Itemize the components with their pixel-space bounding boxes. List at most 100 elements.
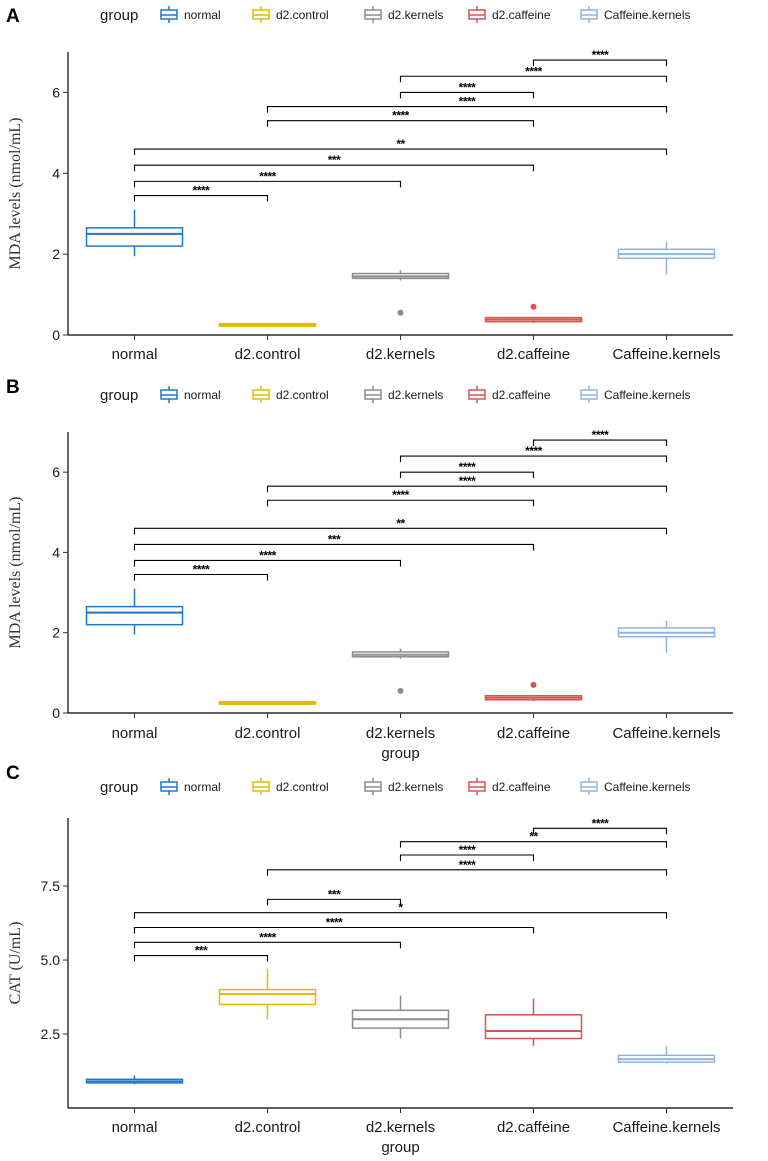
box-caffeine-kernels xyxy=(617,1045,716,1064)
x-tick-label: d2.kernels xyxy=(366,725,435,742)
x-tick-label: d2.control xyxy=(235,725,301,742)
y-tick-label: 4 xyxy=(52,544,60,560)
bracket-line xyxy=(133,543,535,551)
x-tick-label: d2.caffeine xyxy=(497,725,570,742)
legend-item-d2-control: d2.control xyxy=(252,386,329,403)
legend-label: Caffeine.kernels xyxy=(604,780,691,794)
bracket-line xyxy=(399,841,668,848)
bracket-line xyxy=(266,869,668,876)
significance-label: **** xyxy=(459,95,477,109)
significance-label: **** xyxy=(592,428,610,442)
bracket-line xyxy=(266,485,668,493)
significance-bracket: **** xyxy=(133,548,402,567)
bracket-line xyxy=(133,941,402,949)
bracket-line xyxy=(133,926,535,934)
significance-label: *** xyxy=(328,153,341,167)
bracket-line xyxy=(133,559,402,567)
significance-bracket: * xyxy=(133,901,668,919)
significance-bracket: **** xyxy=(133,184,269,202)
outlier-point xyxy=(397,309,404,316)
bracket-line xyxy=(399,75,668,83)
legend-item-d2-control: d2.control xyxy=(252,6,329,23)
significance-bracket: **** xyxy=(266,488,535,507)
legend-label: d2.control xyxy=(276,388,329,402)
legend-item-d2-kernels: d2.kernels xyxy=(364,778,443,795)
box-normal xyxy=(85,1075,184,1085)
panel-letter: B xyxy=(6,377,20,398)
legend-item-d2-kernels: d2.kernels xyxy=(364,6,443,23)
y-tick-label: 5.0 xyxy=(41,952,61,968)
significance-bracket: **** xyxy=(399,80,535,99)
significance-bracket: **** xyxy=(532,816,668,835)
bracket-line xyxy=(133,148,668,156)
significance-label: **** xyxy=(592,816,610,830)
legend-label: d2.caffeine xyxy=(492,780,551,794)
significance-label: ** xyxy=(396,516,405,530)
x-tick-label: d2.kernels xyxy=(366,1119,435,1136)
significance-bracket: *** xyxy=(133,532,535,551)
legend-label: d2.kernels xyxy=(388,780,443,794)
box-d2-control xyxy=(218,968,317,1020)
box-caffeine-kernels xyxy=(617,242,716,275)
significance-label: *** xyxy=(328,532,341,546)
legend-label: normal xyxy=(184,780,221,794)
x-tick-label: Caffeine.kernels xyxy=(612,725,720,742)
legend-item-d2-kernels: d2.kernels xyxy=(364,386,443,403)
legend-title: group xyxy=(100,7,138,24)
y-tick-label: 2.5 xyxy=(41,1026,61,1042)
significance-label: **** xyxy=(525,64,543,78)
legend-title: group xyxy=(100,779,138,796)
significance-bracket: ** xyxy=(399,830,668,848)
box-normal xyxy=(85,209,184,257)
bracket-line xyxy=(133,164,535,172)
box-body xyxy=(85,605,184,626)
box-d2-caffeine xyxy=(484,998,583,1046)
x-axis-title: group xyxy=(381,745,419,762)
legend-label: d2.control xyxy=(276,780,329,794)
y-tick-label: 6 xyxy=(52,464,60,480)
significance-label: * xyxy=(398,901,403,915)
bracket-line xyxy=(266,898,402,906)
bracket-line xyxy=(266,106,668,113)
legend-item-d2-caffeine: d2.caffeine xyxy=(468,6,551,23)
significance-bracket: **** xyxy=(399,444,668,463)
x-tick-label: d2.caffeine xyxy=(497,1119,570,1136)
x-axis-title: group xyxy=(381,1139,419,1156)
box-body xyxy=(85,227,184,247)
legend-item-normal: normal xyxy=(160,386,221,403)
outlier-point xyxy=(397,687,404,694)
significance-bracket: **** xyxy=(399,843,535,861)
y-tick-label: 2 xyxy=(52,246,60,262)
significance-label: **** xyxy=(459,843,477,857)
significance-bracket: **** xyxy=(532,48,668,67)
significance-label: **** xyxy=(392,109,410,123)
significance-bracket: ** xyxy=(133,516,668,535)
y-axis-title: CAT (U/mL) xyxy=(7,922,24,1005)
box-d2-caffeine xyxy=(484,303,583,323)
box-body xyxy=(218,988,317,1006)
bracket-line xyxy=(399,455,668,463)
significance-bracket: **** xyxy=(133,169,402,188)
significance-label: *** xyxy=(195,944,208,958)
bracket-line xyxy=(133,573,269,581)
x-tick-label: d2.kernels xyxy=(366,346,435,363)
outlier-point xyxy=(530,303,537,310)
legend-title: group xyxy=(100,387,138,404)
significance-label: **** xyxy=(193,563,211,577)
significance-bracket: *** xyxy=(133,944,269,962)
x-tick-label: normal xyxy=(112,1119,158,1136)
bracket-line xyxy=(266,120,535,127)
box-d2-control xyxy=(218,322,317,327)
bracket-line xyxy=(133,527,668,535)
significance-bracket: **** xyxy=(266,109,535,127)
bracket-line xyxy=(266,499,535,507)
x-tick-label: Caffeine.kernels xyxy=(612,1119,720,1136)
legend-label: d2.caffeine xyxy=(492,8,551,22)
significance-label: **** xyxy=(592,48,610,62)
significance-bracket: ** xyxy=(133,137,668,156)
legend-item-d2-control: d2.control xyxy=(252,778,329,795)
legend-item-d2-caffeine: d2.caffeine xyxy=(468,386,551,403)
